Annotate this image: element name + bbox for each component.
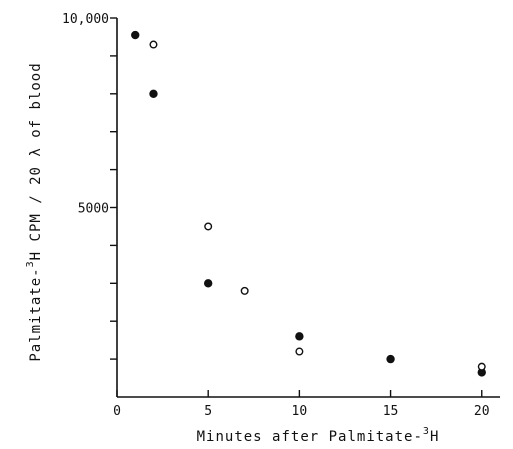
x-tick-label: 5 <box>204 404 212 419</box>
y-axis-label-text: Palmitate- <box>28 267 44 361</box>
open-data-point <box>204 222 213 231</box>
filled-data-point <box>386 354 395 364</box>
y-axis-label-end: H CPM / 20 λ of blood <box>28 62 44 260</box>
open-data-point <box>149 40 158 49</box>
filled-data-point <box>131 30 140 40</box>
data-points <box>131 30 486 377</box>
filled-data-point <box>295 332 304 341</box>
x-axis-label-end: H <box>430 429 439 445</box>
filled-data-point <box>149 89 158 98</box>
y-tick-label: 10,000 <box>62 12 109 27</box>
open-data-point <box>295 347 304 356</box>
y-tick-label: 5000 <box>78 202 109 217</box>
y-ticks: 5000 10,000 <box>62 12 117 360</box>
x-axis-label-superscript: 3 <box>423 426 430 437</box>
x-axis-label-text: Minutes after Palmitate- <box>197 429 423 445</box>
x-tick-label: 0 <box>113 404 121 419</box>
filled-data-point <box>203 279 213 288</box>
x-tick-label: 15 <box>383 404 399 419</box>
x-tick-label: 20 <box>474 404 490 419</box>
y-axis-label-superscript: 3 <box>25 260 36 267</box>
y-axis-label: Palmitate-3H CPM / 20 λ of blood <box>25 62 44 361</box>
x-ticks: 0 5 10 15 20 <box>113 390 490 419</box>
open-data-point <box>477 362 486 371</box>
x-tick-label: 10 <box>292 404 308 419</box>
axes <box>116 18 500 398</box>
x-axis-label: Minutes after Palmitate-3H <box>197 426 440 445</box>
open-data-point <box>240 286 249 295</box>
